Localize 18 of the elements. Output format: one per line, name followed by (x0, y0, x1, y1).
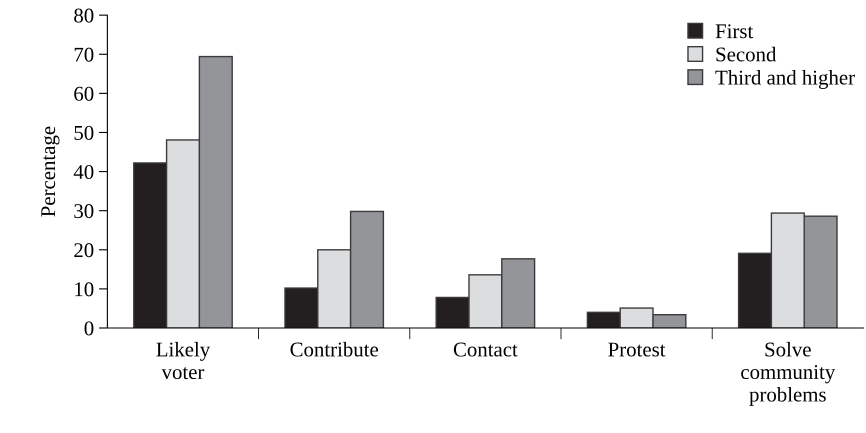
y-tick-label: 60 (74, 86, 94, 101)
legend-label: Third and higher (715, 70, 855, 89)
y-tick-label: 40 (74, 164, 94, 180)
x-tick-label: Contact (454, 342, 518, 357)
y-tick-label: 0 (84, 321, 94, 336)
legend-label: First (716, 24, 754, 38)
x-tick-label: Contribute (290, 342, 378, 357)
y-axis-title: Percentage (41, 126, 60, 217)
y-tick-label: 50 (74, 126, 94, 140)
y-tick-label: 20 (74, 243, 94, 258)
x-tick-label: Likely voter (156, 342, 210, 380)
x-tick-label: Solve community problems (741, 342, 836, 406)
legend-label: Second (716, 46, 776, 62)
y-tick-label: 10 (75, 282, 94, 296)
y-tick-label: 80 (74, 8, 94, 23)
y-tick-label: 70 (74, 48, 94, 62)
x-tick-label: Protest (608, 342, 666, 357)
y-tick-label: 30 (74, 204, 94, 218)
